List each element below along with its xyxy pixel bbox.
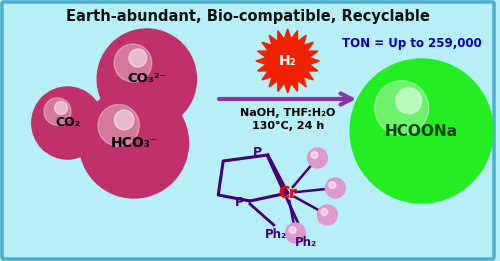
Circle shape — [286, 223, 306, 243]
Circle shape — [350, 59, 493, 203]
Text: HCO₃⁻: HCO₃⁻ — [110, 136, 158, 150]
Circle shape — [308, 148, 328, 168]
Circle shape — [329, 181, 336, 188]
Text: H₂: H₂ — [279, 54, 296, 68]
Circle shape — [32, 87, 103, 159]
Circle shape — [374, 81, 428, 135]
Text: P: P — [235, 197, 244, 210]
Text: NaOH, THF:H₂O: NaOH, THF:H₂O — [240, 108, 336, 118]
Text: CO₂: CO₂ — [55, 116, 80, 129]
Text: HCOONa: HCOONa — [385, 123, 458, 139]
Circle shape — [326, 178, 345, 198]
Circle shape — [44, 98, 71, 125]
Text: Ph₂: Ph₂ — [264, 228, 287, 241]
Polygon shape — [256, 29, 320, 93]
Circle shape — [54, 102, 68, 114]
Circle shape — [98, 104, 140, 146]
Text: Earth-abundant, Bio-compatible, Recyclable: Earth-abundant, Bio-compatible, Recyclab… — [66, 9, 430, 23]
Circle shape — [289, 227, 296, 234]
FancyBboxPatch shape — [2, 2, 494, 259]
Text: TON = Up to 259,000: TON = Up to 259,000 — [342, 37, 481, 50]
Text: Cr: Cr — [278, 186, 297, 200]
Circle shape — [318, 205, 338, 225]
Text: 130°C, 24 h: 130°C, 24 h — [252, 121, 324, 131]
Text: CO₃²⁻: CO₃²⁻ — [127, 73, 166, 86]
Text: Ph₂: Ph₂ — [294, 236, 316, 250]
Circle shape — [97, 29, 196, 129]
Text: P: P — [253, 146, 262, 159]
Circle shape — [311, 151, 318, 158]
Circle shape — [396, 88, 421, 114]
Circle shape — [114, 110, 134, 130]
Text: Cr: Cr — [278, 186, 297, 200]
Circle shape — [266, 39, 310, 83]
Circle shape — [114, 44, 152, 82]
Circle shape — [80, 88, 188, 198]
Circle shape — [321, 209, 328, 216]
Circle shape — [129, 49, 147, 67]
